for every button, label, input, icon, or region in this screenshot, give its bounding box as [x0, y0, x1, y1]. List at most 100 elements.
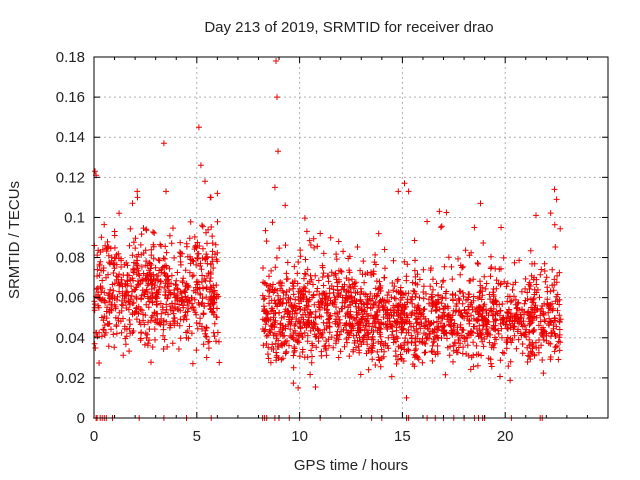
data-point [347, 321, 354, 328]
data-point [467, 328, 474, 335]
data-point [499, 334, 505, 341]
data-point [108, 257, 115, 264]
data-point [364, 341, 371, 348]
data-point [284, 259, 291, 266]
data-point [315, 277, 322, 284]
data-point [520, 318, 527, 325]
data-point [504, 280, 511, 287]
data-point [480, 343, 487, 350]
data-point [554, 298, 561, 305]
data-point [495, 280, 502, 287]
data-point [470, 323, 477, 330]
data-point [95, 302, 102, 309]
data-point [107, 286, 114, 293]
data-point [309, 324, 316, 331]
data-point [171, 254, 178, 261]
data-point [514, 300, 521, 307]
data-point [161, 255, 168, 262]
data-point [499, 301, 506, 307]
data-point [193, 261, 200, 268]
data-point [122, 341, 129, 348]
data-point [398, 355, 405, 362]
data-point [307, 310, 314, 317]
data-point [140, 270, 147, 277]
data-point [468, 249, 475, 256]
data-point [487, 273, 494, 280]
data-point [170, 310, 177, 317]
data-point [104, 238, 111, 245]
data-point [163, 249, 170, 256]
data-point [153, 289, 160, 296]
data-point [449, 291, 456, 297]
data-point [497, 357, 504, 364]
data-point [286, 342, 292, 349]
data-point [470, 276, 477, 283]
data-point [379, 304, 386, 311]
data-point [294, 270, 301, 277]
data-point [96, 360, 103, 366]
data-point [148, 246, 155, 253]
data-point [140, 250, 147, 257]
data-point [435, 291, 442, 298]
data-point [395, 343, 402, 350]
data-point [290, 352, 297, 359]
data-point [331, 301, 338, 308]
data-point [177, 239, 184, 246]
data-point [477, 288, 484, 295]
data-point [532, 339, 539, 346]
data-point [434, 318, 440, 325]
data-point [126, 317, 133, 323]
data-point [506, 293, 513, 300]
data-point [138, 292, 145, 299]
data-point [155, 273, 162, 279]
data-point [109, 292, 116, 298]
data-point [537, 318, 544, 325]
data-point [120, 315, 126, 322]
data-point [287, 326, 294, 333]
data-point [209, 248, 216, 255]
data-point [418, 320, 425, 327]
data-point [513, 305, 520, 312]
data-point [351, 280, 358, 287]
data-point [487, 307, 494, 314]
data-point [134, 194, 141, 201]
data-point [100, 267, 107, 274]
data-point [104, 304, 111, 311]
data-point [416, 276, 423, 283]
data-point [525, 352, 531, 359]
data-point [282, 242, 289, 249]
data-point [206, 338, 213, 345]
data-point [211, 294, 217, 300]
data-point [317, 230, 324, 237]
axis-ticks: 0 0.02 0.04 0.06 0.08 0.1 0.12 0.14 0.16 0.18 0 5 10… [56, 49, 608, 445]
data-point [183, 329, 190, 336]
data-point [326, 329, 333, 336]
data-point [466, 291, 473, 298]
data-point [457, 271, 464, 278]
data-point [411, 351, 418, 358]
data-point [116, 210, 123, 217]
data-point [490, 318, 497, 325]
data-point [209, 240, 216, 247]
data-point [405, 188, 412, 195]
data-point [430, 339, 437, 346]
data-point [282, 339, 289, 345]
data-point [451, 320, 458, 327]
data-point [194, 281, 201, 288]
data-point [443, 209, 450, 216]
data-point [211, 333, 218, 340]
data-point [166, 265, 173, 272]
data-point [161, 284, 168, 291]
data-point [395, 188, 402, 195]
data-point [405, 346, 412, 353]
data-point [413, 326, 420, 332]
data-point [158, 278, 164, 285]
data-point [397, 297, 404, 303]
data-point [462, 247, 469, 254]
data-point [511, 323, 518, 330]
data-point [419, 310, 426, 317]
data-point [184, 294, 191, 301]
data-point [382, 265, 388, 272]
data-point [385, 289, 392, 296]
data-point [340, 248, 347, 255]
